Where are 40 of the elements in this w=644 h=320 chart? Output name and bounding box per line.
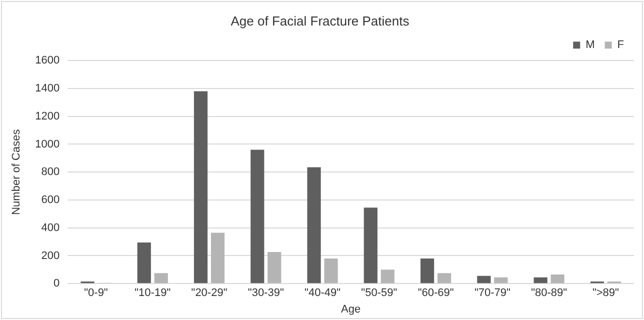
y-tick-label: 200 [41, 250, 60, 262]
y-tick-label: 0 [54, 278, 60, 290]
x-tick-label: "50-59" [361, 287, 398, 300]
bar [420, 258, 434, 284]
bar [550, 274, 564, 284]
x-tick-label: "20-29" [191, 287, 228, 300]
y-tick-label: 600 [41, 194, 60, 206]
bar [307, 167, 321, 284]
x-tick-label: "0-9" [84, 287, 108, 300]
x-tick-label: ">89" [592, 287, 620, 300]
y-tick-label: 1000 [35, 138, 60, 150]
bar [364, 208, 378, 284]
bar [494, 277, 508, 284]
x-tick-label: "70-79" [474, 287, 510, 300]
x-axis-title: Age [341, 303, 361, 316]
legend-label: F [617, 39, 624, 52]
bar [437, 273, 452, 284]
x-tick-label: "60-69" [418, 287, 454, 300]
bar [477, 276, 491, 284]
x-tick-label: "10-19" [134, 287, 171, 300]
x-tick-label: "80-89" [531, 287, 568, 300]
legend-label: M [586, 39, 595, 52]
y-tick-label: 400 [41, 222, 60, 234]
y-tick-label: 800 [41, 166, 60, 178]
bar [137, 242, 151, 284]
y-tick-label: 1200 [35, 110, 60, 122]
x-tick-label: "30-39" [248, 287, 284, 300]
y-tick-label: 1400 [35, 82, 60, 95]
bar [534, 277, 548, 284]
bar [324, 258, 338, 284]
bar [154, 273, 168, 284]
y-axis-title: Number of Cases [10, 128, 23, 215]
bar [250, 150, 264, 284]
chart-title: Age of Facial Fracture Patients [230, 13, 410, 28]
bar [194, 91, 208, 284]
bar [210, 232, 225, 284]
y-tick-label: 1600 [35, 54, 60, 67]
bar [268, 252, 282, 284]
bar [380, 270, 394, 284]
x-tick-label: "40-49" [304, 287, 341, 300]
